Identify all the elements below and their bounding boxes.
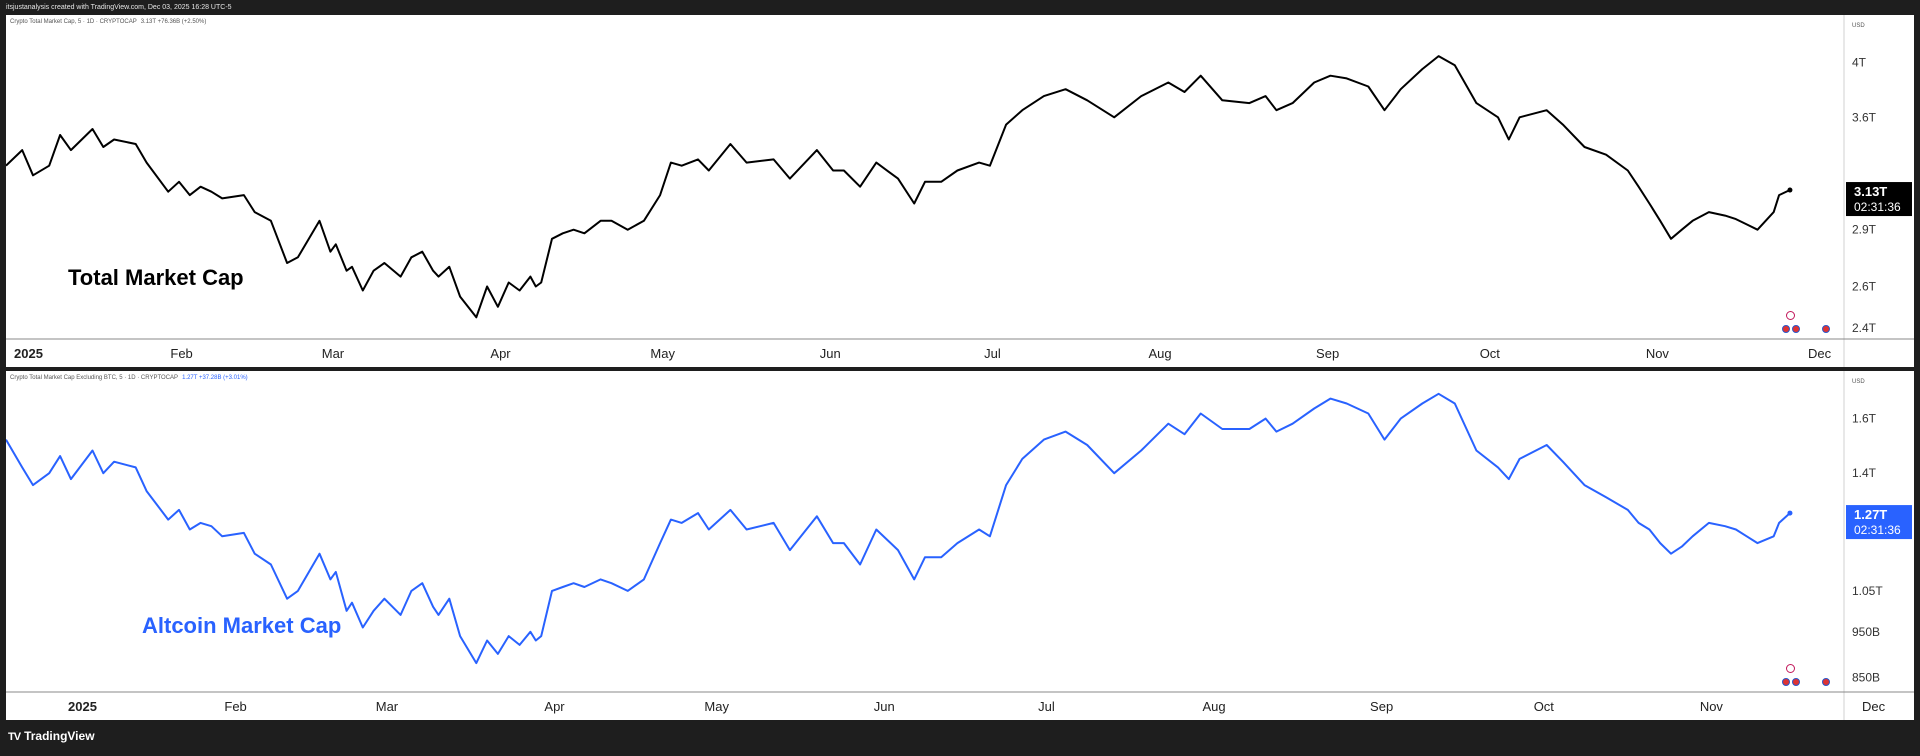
y-tick-label: 4T bbox=[1852, 56, 1867, 70]
countdown-timer: 02:31:36 bbox=[1854, 200, 1901, 214]
chart-svg-altcoin[interactable]: USD 850B 950B 1.05T 1.4T 1.6T 2025 Feb Mar Apr May… bbox=[6, 371, 1914, 720]
x-tick-label: 2025 bbox=[14, 346, 43, 361]
y-tick-label: 950B bbox=[1852, 625, 1880, 639]
chart-pane-altcoin-market-cap[interactable]: USD 850B 950B 1.05T 1.4T 1.6T 2025 Feb Mar Apr May… bbox=[6, 371, 1914, 720]
chart-pane-total-market-cap[interactable]: USD 2.4T 2.6T 2.9T 3.6T 4T 2025 Feb Mar Apr May Jun… bbox=[6, 15, 1914, 367]
last-point-marker bbox=[1787, 510, 1793, 516]
x-tick-label: Apr bbox=[490, 346, 511, 361]
attribution-text: itsjustanalysis created with TradingView… bbox=[6, 4, 232, 11]
tradingview-logo-text: TradingView bbox=[24, 729, 95, 743]
x-tick-label: Feb bbox=[224, 699, 246, 714]
us-flag-icon[interactable] bbox=[1822, 678, 1830, 686]
x-tick-label: Oct bbox=[1534, 699, 1555, 714]
bolt-icon[interactable] bbox=[1786, 311, 1795, 320]
event-icons[interactable] bbox=[1782, 325, 1800, 333]
bottom-bar: TV TradingView bbox=[0, 720, 1920, 756]
y-tick-label: 2.4T bbox=[1852, 321, 1877, 335]
last-point-marker bbox=[1787, 187, 1793, 193]
us-flag-icon[interactable] bbox=[1782, 325, 1790, 333]
event-icons-right[interactable] bbox=[1822, 325, 1830, 333]
last-price-value: 1.27T bbox=[1854, 507, 1887, 522]
series-line bbox=[6, 55, 1791, 319]
chart-annotation: Total Market Cap bbox=[68, 265, 244, 290]
x-tick-label: Dec bbox=[1862, 699, 1886, 714]
us-flag-icon[interactable] bbox=[1782, 678, 1790, 686]
x-tick-label: Aug bbox=[1148, 346, 1171, 361]
tradingview-logo-icon: TV bbox=[8, 731, 21, 743]
series-line bbox=[6, 392, 1791, 665]
currency-label: USD bbox=[1852, 23, 1865, 29]
legend-symbol: Crypto Total Market Cap, 5 · 1D · CRYPTO… bbox=[10, 19, 137, 25]
x-tick-label: Nov bbox=[1700, 699, 1724, 714]
x-tick-label: Nov bbox=[1646, 346, 1670, 361]
y-tick-label: 2.6T bbox=[1852, 279, 1877, 293]
y-tick-label: 850B bbox=[1852, 670, 1880, 684]
chart-svg-total[interactable]: USD 2.4T 2.6T 2.9T 3.6T 4T 2025 Feb Mar Apr May Jun… bbox=[6, 15, 1914, 367]
x-tick-label: Aug bbox=[1202, 699, 1225, 714]
legend-symbol: Crypto Total Market Cap Excluding BTC, 5… bbox=[10, 375, 179, 381]
chart-annotation: Altcoin Market Cap bbox=[142, 613, 341, 638]
x-tick-label: Mar bbox=[376, 699, 399, 714]
last-price-value: 3.13T bbox=[1854, 184, 1887, 199]
event-icons-right[interactable] bbox=[1822, 678, 1830, 686]
tradingview-logo[interactable]: TV TradingView bbox=[8, 729, 95, 743]
x-tick-label: Apr bbox=[544, 699, 565, 714]
event-icons[interactable] bbox=[1782, 678, 1800, 686]
legend-altcoin: Crypto Total Market Cap Excluding BTC, 5… bbox=[10, 375, 248, 381]
top-attribution-bar: itsjustanalysis created with TradingView… bbox=[0, 0, 1920, 15]
x-tick-label: Jul bbox=[1038, 699, 1055, 714]
last-price-badge bbox=[1846, 182, 1912, 217]
x-tick-label: Dec bbox=[1808, 346, 1832, 361]
us-flag-icon[interactable] bbox=[1822, 325, 1830, 333]
last-price-badge bbox=[1846, 505, 1912, 540]
y-tick-label: 1.05T bbox=[1852, 584, 1883, 598]
y-tick-label: 2.9T bbox=[1852, 223, 1877, 237]
us-flag-icon[interactable] bbox=[1792, 325, 1800, 333]
x-tick-label: Jun bbox=[820, 346, 841, 361]
us-flag-icon[interactable] bbox=[1792, 678, 1800, 686]
countdown-timer: 02:31:36 bbox=[1854, 523, 1901, 537]
x-tick-label: Sep bbox=[1370, 699, 1393, 714]
legend-value: 1.27T +37.28B (+3.01%) bbox=[182, 375, 248, 381]
legend-value: 3.13T +76.36B (+2.50%) bbox=[140, 19, 207, 25]
x-tick-label: Jul bbox=[984, 346, 1001, 361]
x-tick-label: Mar bbox=[322, 346, 345, 361]
y-tick-label: 3.6T bbox=[1852, 110, 1877, 124]
bolt-icon[interactable] bbox=[1786, 664, 1795, 673]
x-tick-label: Feb bbox=[170, 346, 192, 361]
x-tick-label: May bbox=[704, 699, 729, 714]
x-tick-label: Sep bbox=[1316, 346, 1339, 361]
legend-total: Crypto Total Market Cap, 5 · 1D · CRYPTO… bbox=[10, 19, 206, 25]
x-tick-label: May bbox=[650, 346, 675, 361]
x-tick-label: 2025 bbox=[68, 699, 97, 714]
x-tick-label: Oct bbox=[1480, 346, 1501, 361]
y-tick-label: 1.4T bbox=[1852, 466, 1877, 480]
y-tick-label: 1.6T bbox=[1852, 412, 1877, 426]
x-tick-label: Jun bbox=[874, 699, 895, 714]
currency-label: USD bbox=[1852, 379, 1865, 385]
